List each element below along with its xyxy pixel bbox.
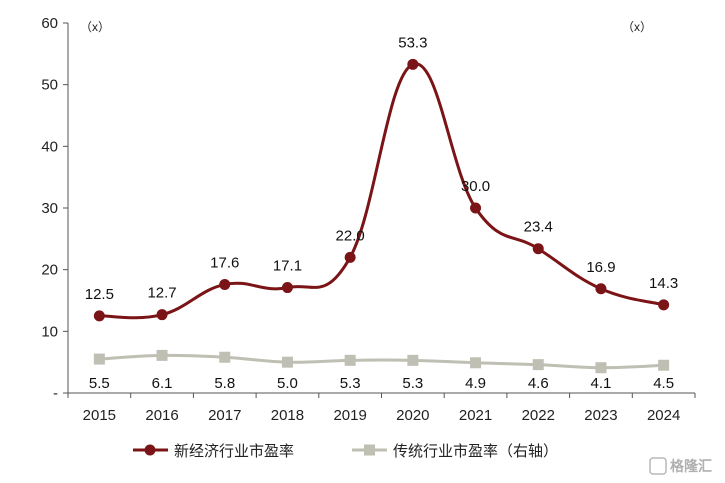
x-tick-label: 2019 xyxy=(333,407,366,424)
new-economy-data-label: 14.3 xyxy=(649,275,678,292)
new-economy-data-label: 17.6 xyxy=(210,254,239,271)
new-economy-point xyxy=(595,283,607,295)
x-tick-label: 2023 xyxy=(584,407,617,424)
legend-new-marker xyxy=(144,444,156,456)
new-economy-data-label: 17.1 xyxy=(273,258,302,275)
new-economy-point xyxy=(281,282,293,294)
new-economy-data-label: 30.0 xyxy=(461,178,490,195)
new-economy-data-label: 23.4 xyxy=(524,219,553,236)
legend-traditional-label: 传统行业市盈率（右轴） xyxy=(393,443,558,460)
traditional-data-label: 4.9 xyxy=(465,375,486,392)
new-economy-point xyxy=(344,251,356,263)
new-economy-point xyxy=(407,58,419,70)
y-tick-label: 40 xyxy=(41,138,58,155)
y-tick-label: 20 xyxy=(41,262,58,279)
x-tick-label: 2021 xyxy=(459,407,492,424)
traditional-point xyxy=(532,359,544,371)
traditional-data-label: 4.6 xyxy=(528,375,549,392)
y-tick-label: - xyxy=(53,385,58,402)
traditional-point xyxy=(219,351,231,363)
traditional-data-label: 4.1 xyxy=(591,375,612,392)
traditional-data-label: 5.5 xyxy=(89,375,110,392)
watermark-logo-icon xyxy=(649,457,667,475)
traditional-point xyxy=(281,356,293,368)
x-tick-label: 2018 xyxy=(271,407,304,424)
new-economy-point xyxy=(93,310,105,322)
x-tick-label: 2015 xyxy=(83,407,116,424)
y-tick-label: 50 xyxy=(41,77,58,94)
series-new xyxy=(93,58,670,322)
data-labels: 5.5 6.1 5.8 5.0 5.3 5.3 4.9 4.6 4.1 4.5 12.5 12.7 17… xyxy=(85,34,679,392)
x-tick-label: 2016 xyxy=(145,407,178,424)
x-tick-label: 2022 xyxy=(522,407,555,424)
new-economy-data-label: 12.7 xyxy=(147,285,176,302)
watermark-text: 格隆汇 xyxy=(670,458,712,474)
new-economy-point xyxy=(658,299,670,311)
new-economy-point xyxy=(156,309,168,321)
new-economy-point xyxy=(219,278,231,290)
traditional-data-label: 5.3 xyxy=(402,375,423,392)
axes: - 10 20 30 40 50 60 2015 2016 2017 2018 2019 2020 202… xyxy=(41,15,696,424)
x-tick-label: 2024 xyxy=(647,407,680,424)
y-tick-label: 60 xyxy=(41,15,58,32)
traditional-point xyxy=(93,353,105,365)
traditional-point xyxy=(658,359,670,371)
traditional-point xyxy=(407,354,419,366)
new-economy-point xyxy=(470,202,482,214)
legend-traditional-marker xyxy=(364,444,375,456)
new-economy-point xyxy=(532,243,544,255)
series-traditional xyxy=(93,349,670,374)
legend-new-label: 新经济行业市盈率 xyxy=(174,443,294,460)
new-economy-data-label: 12.5 xyxy=(85,286,114,303)
traditional-data-label: 5.3 xyxy=(340,375,361,392)
x-tick-label: 2020 xyxy=(396,407,429,424)
x-tick-label: 2017 xyxy=(208,407,241,424)
traditional-point xyxy=(595,362,607,374)
new-economy-data-label: 53.3 xyxy=(398,34,427,51)
traditional-data-label: 4.5 xyxy=(653,375,674,392)
traditional-point xyxy=(344,354,356,366)
traditional-line xyxy=(99,353,664,370)
traditional-point xyxy=(156,349,168,361)
traditional-data-label: 5.8 xyxy=(214,375,235,392)
new-economy-data-label: 22.0 xyxy=(336,227,365,244)
new-economy-line xyxy=(99,62,665,320)
traditional-data-label: 6.1 xyxy=(152,375,173,392)
legend: 新经济行业市盈率 传统行业市盈率（右轴） xyxy=(133,443,558,460)
watermark: 格隆汇 xyxy=(649,457,712,475)
traditional-data-label: 5.0 xyxy=(277,375,298,392)
y-tick-label: 10 xyxy=(41,323,58,340)
right-axis-unit: （x） xyxy=(622,20,652,34)
y-tick-label: 30 xyxy=(41,200,58,217)
left-axis-unit: （x） xyxy=(80,20,110,34)
new-economy-data-label: 16.9 xyxy=(586,259,615,276)
traditional-point xyxy=(470,357,482,369)
